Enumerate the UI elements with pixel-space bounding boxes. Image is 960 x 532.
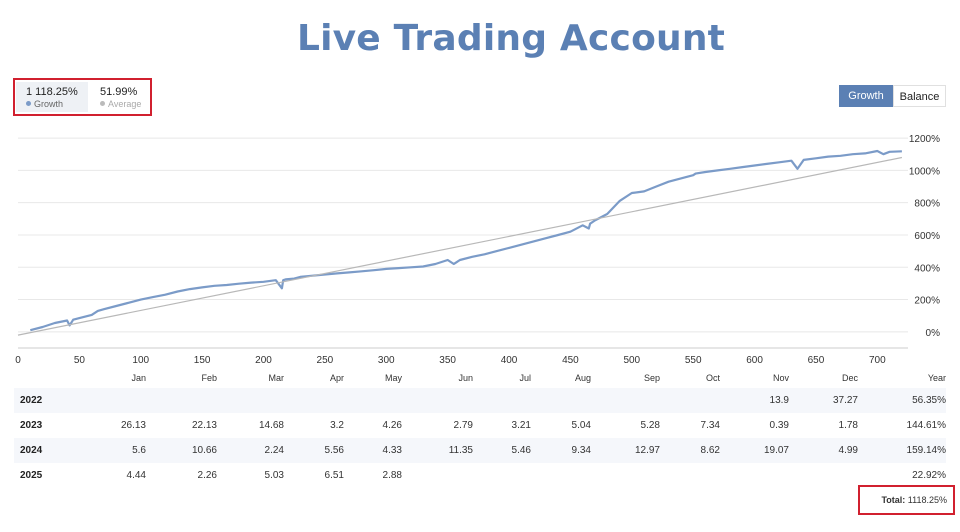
y-tick-label: 1200%	[909, 134, 940, 145]
y-tick-label: 0%	[926, 328, 941, 339]
x-tick-label: 300	[378, 355, 395, 366]
summary-stats: 1 118.25% Growth 51.99% Average	[13, 78, 152, 116]
page-title: Live Trading Account	[296, 18, 726, 59]
x-tick-label: 550	[685, 355, 702, 366]
table-cell: 1.78	[838, 420, 858, 431]
month-header-cell: Apr	[329, 373, 344, 383]
table-cell: 4.44	[126, 470, 146, 481]
x-tick-label: 0	[15, 355, 21, 366]
x-tick-label: 700	[869, 355, 886, 366]
table-cell: 2.26	[197, 470, 217, 481]
growth-chart: 0% 200% 400% 600% 800% 1000% 1200% 0 50 100 150 200…	[15, 134, 941, 366]
x-tick-label: 600	[746, 355, 763, 366]
table-cell: 3.21	[511, 420, 531, 431]
month-header-cell: Nov	[772, 373, 789, 383]
series-line-average	[17, 156, 903, 336]
table-cell: 7.34	[700, 420, 720, 431]
table-cell: 5.56	[324, 445, 344, 456]
year-cell: 2023	[20, 420, 43, 431]
table-cell: 4.99	[838, 445, 858, 456]
table-cell: 14.68	[258, 420, 284, 431]
year-cell: 2025	[20, 470, 43, 481]
year-cell: 2022	[20, 395, 43, 406]
table-cell: 144.61%	[906, 420, 946, 431]
x-tick-label: 500	[623, 355, 640, 366]
table-row: 2024 5.6 10.66 2.24 5.56 4.33 11.35 5.46 9.34 12.…	[14, 438, 946, 463]
growth-dot-icon	[26, 101, 31, 106]
average-stat[interactable]: 51.99% Average	[92, 82, 150, 112]
balance-toggle-button[interactable]: Balance	[893, 85, 946, 107]
month-header-cell: Feb	[201, 373, 217, 383]
table-row: 2023 26.13 22.13 14.68 3.2 4.26 2.79 3.21 5.04 5.…	[14, 413, 946, 438]
table-cell: 12.97	[634, 445, 660, 456]
month-header-cell: Mar	[268, 373, 285, 383]
growth-stat[interactable]: 1 118.25% Growth	[16, 82, 88, 112]
year-cell: 2024	[20, 445, 43, 456]
table-cell: 5.6	[132, 445, 146, 456]
y-tick-label: 200%	[914, 296, 940, 307]
month-header-cell: Jul	[519, 373, 531, 383]
month-header-cell: Sep	[643, 373, 660, 383]
series-line-growth	[30, 149, 902, 332]
average-value: 51.99%	[100, 86, 138, 98]
table-cell: 56.35%	[912, 395, 946, 406]
table-cell: 11.35	[448, 445, 473, 456]
total-label: Total:	[881, 495, 906, 505]
x-tick-label: 100	[132, 355, 149, 366]
table-cell: 4.33	[382, 445, 402, 456]
table-cell: 8.62	[700, 445, 720, 456]
table-cell: 22.92%	[912, 470, 946, 481]
growth-toggle-button[interactable]: Growth	[839, 85, 893, 107]
table-cell: 2.88	[382, 470, 402, 481]
month-header-cell: Jan	[131, 373, 146, 383]
x-tick-label: 200	[255, 355, 272, 366]
month-header-cell: Oct	[705, 373, 720, 383]
month-header: Jan Feb Mar Apr May Jun Jul Aug Sep Oct Nov Dec Year	[0, 373, 960, 387]
x-tick-label: 400	[501, 355, 518, 366]
y-tick-label: 400%	[914, 263, 940, 274]
table-cell: 5.46	[511, 445, 531, 456]
table-cell: 159.14%	[906, 445, 946, 456]
table-cell: 37.27	[832, 395, 858, 406]
table-cell: 5.28	[640, 420, 660, 431]
x-tick-label: 350	[439, 355, 456, 366]
table-cell: 9.34	[571, 445, 591, 456]
table-cell: 19.07	[763, 445, 789, 456]
table-cell: 5.04	[571, 420, 591, 431]
month-header-cell: Jun	[458, 373, 473, 383]
y-tick-label: 1000%	[909, 166, 940, 177]
table-cell: 4.26	[382, 420, 402, 431]
table-cell: 22.13	[191, 420, 217, 431]
x-tick-label: 250	[317, 355, 334, 366]
x-tick-label: 450	[562, 355, 579, 366]
table-cell: 10.66	[191, 445, 217, 456]
y-tick-label: 800%	[914, 199, 940, 210]
average-dot-icon	[100, 101, 105, 106]
x-tick-label: 50	[74, 355, 86, 366]
month-header-cell: Aug	[574, 373, 591, 383]
table-cell: 3.2	[330, 420, 344, 431]
table-cell: 0.39	[769, 420, 789, 431]
total-value: 1118.25%	[907, 495, 947, 505]
table-cell: 26.13	[120, 420, 146, 431]
month-header-cell: Dec	[841, 373, 858, 383]
month-header-cell: May	[384, 373, 402, 383]
table-cell: 2.24	[264, 445, 284, 456]
growth-value: 1 118.25%	[26, 86, 78, 98]
growth-label: Growth	[34, 99, 64, 109]
table-cell: 13.9	[769, 395, 789, 406]
table-row: 2025 4.44 2.26 5.03 6.51 2.88 22.92%	[14, 463, 946, 488]
table-cell: 6.51	[324, 470, 344, 481]
x-tick-label: 650	[808, 355, 825, 366]
table-cell: 5.03	[264, 470, 284, 481]
month-header-cell: Year	[927, 373, 946, 383]
y-tick-label: 600%	[914, 231, 940, 242]
x-tick-label: 150	[194, 355, 211, 366]
average-label: Average	[108, 99, 142, 109]
table-row: 2022 13.9 37.27 56.35%	[14, 388, 946, 413]
table-cell: 2.79	[453, 420, 473, 431]
total-box: Total: 1118.25%	[858, 485, 955, 515]
